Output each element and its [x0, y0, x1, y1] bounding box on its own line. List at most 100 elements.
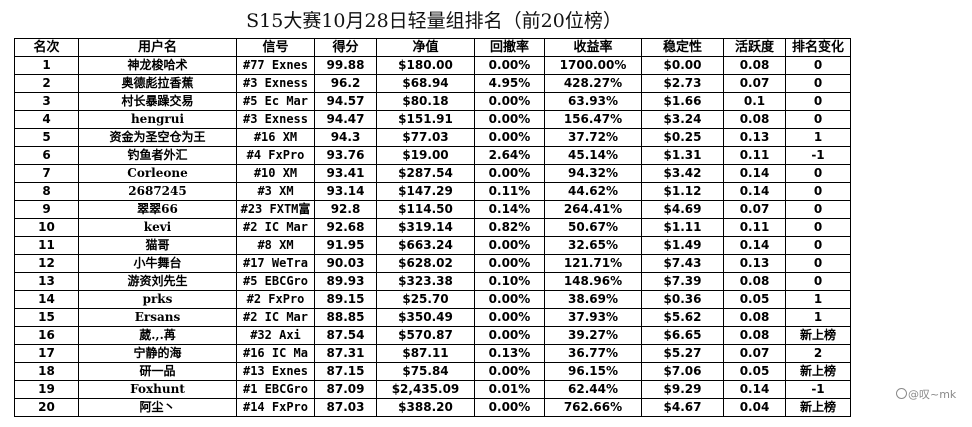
stability-cell: $1.49 [641, 236, 724, 255]
drawdown-cell: 0.00% [474, 56, 545, 75]
header-username: 用户名 [78, 38, 237, 57]
rank-change-cell: 0 [785, 218, 851, 237]
return-cell: 1700.00% [544, 56, 642, 75]
return-cell: 38.69% [544, 290, 642, 309]
table-row: 6 钓鱼者外汇 #4 FxPro 93.76 $19.00 2.64% 45.14% $1.3… [14, 146, 851, 165]
drawdown-cell: 0.10% [474, 272, 545, 291]
score-cell: 87.09 [314, 380, 377, 399]
rank-change-cell: 2 [785, 344, 851, 363]
net-value-cell: $628.02 [376, 254, 475, 273]
activity-cell: 0.04 [723, 398, 786, 417]
activity-cell: 0.08 [723, 56, 786, 75]
username-cell: 资金为圣空仓为王 [78, 128, 237, 147]
activity-cell: 0.14 [723, 164, 786, 183]
signal-cell: #13 Exnes [236, 362, 315, 381]
rank-cell: 11 [14, 236, 79, 255]
stability-cell: $4.69 [641, 200, 724, 219]
score-cell: 87.15 [314, 362, 377, 381]
rank-change-cell: 1 [785, 308, 851, 327]
table-row: 12 小牛舞台 #17 WeTra 90.03 $628.02 0.00% 121.71% $… [14, 254, 851, 273]
net-value-cell: $147.29 [376, 182, 475, 201]
signal-cell: #2 IC Mar [236, 308, 315, 327]
rank-change-cell: 1 [785, 128, 851, 147]
net-value-cell: $25.70 [376, 290, 475, 309]
activity-cell: 0.14 [723, 182, 786, 201]
return-cell: 62.44% [544, 380, 642, 399]
score-cell: 93.41 [314, 164, 377, 183]
drawdown-cell: 0.00% [474, 326, 545, 345]
stability-cell: $7.39 [641, 272, 724, 291]
score-cell: 87.31 [314, 344, 377, 363]
watermark-text: @叹~mk [908, 388, 957, 401]
signal-cell: #3 XM [236, 182, 315, 201]
stability-cell: $1.12 [641, 182, 724, 201]
activity-cell: 0.13 [723, 254, 786, 273]
username-cell: 研一品 [78, 362, 237, 381]
signal-cell: #4 FxPro [236, 146, 315, 165]
rank-change-cell: 0 [785, 200, 851, 219]
table-row: 11 猫哥 #8 XM 91.95 $663.24 0.00% 32.65% $1.49 0.1… [14, 236, 851, 255]
net-value-cell: $388.20 [376, 398, 475, 417]
score-cell: 87.03 [314, 398, 377, 417]
score-cell: 91.95 [314, 236, 377, 255]
weibo-logo-icon [896, 388, 907, 399]
score-cell: 96.2 [314, 74, 377, 93]
rank-cell: 19 [14, 380, 79, 399]
rank-cell: 10 [14, 218, 79, 237]
rank-change-cell: 0 [785, 110, 851, 129]
return-cell: 36.77% [544, 344, 642, 363]
header-drawdown: 回撤率 [474, 38, 545, 57]
score-cell: 89.93 [314, 272, 377, 291]
username-cell: Corleone [78, 164, 237, 183]
table-row: 2 奥德彪拉香蕉 #3 Exness 96.2 $68.94 4.95% 428.27% $2… [14, 74, 851, 93]
return-cell: 94.32% [544, 164, 642, 183]
drawdown-cell: 0.00% [474, 236, 545, 255]
table-row: 10 kevi #2 IC Mar 92.68 $319.14 0.82% 50.67% $1… [14, 218, 851, 237]
activity-cell: 0.07 [723, 200, 786, 219]
table-row: 13 游资刘先生 #5 EBCGro 89.93 $323.38 0.10% 148.96%… [14, 272, 851, 291]
rank-cell: 20 [14, 398, 79, 417]
table-row: 5 资金为圣空仓为王 #16 XM 94.3 $77.03 0.00% 37.72% $0.2… [14, 128, 851, 147]
score-cell: 87.54 [314, 326, 377, 345]
stability-cell: $7.06 [641, 362, 724, 381]
activity-cell: 0.14 [723, 236, 786, 255]
activity-cell: 0.08 [723, 308, 786, 327]
stability-cell: $1.66 [641, 92, 724, 111]
table-row: 3 村长暴躁交易 #5 Ec Mar 94.57 $80.18 0.00% 63.93% $1… [14, 92, 851, 111]
rank-cell: 16 [14, 326, 79, 345]
activity-cell: 0.14 [723, 380, 786, 399]
header-return: 收益率 [544, 38, 642, 57]
table-row: 16 葳.,.苒 #32 Axi 87.54 $570.87 0.00% 39.27% $6.… [14, 326, 851, 345]
rank-change-cell: 0 [785, 92, 851, 111]
table-row: 7 Corleone #10 XM 93.41 $287.54 0.00% 94.32% $3… [14, 164, 851, 183]
activity-cell: 0.13 [723, 128, 786, 147]
net-value-cell: $350.49 [376, 308, 475, 327]
signal-cell: #16 XM [236, 128, 315, 147]
net-value-cell: $77.03 [376, 128, 475, 147]
username-cell: hengrui [78, 110, 237, 129]
username-cell: 神龙梭哈术 [78, 56, 237, 75]
rank-cell: 6 [14, 146, 79, 165]
rank-cell: 9 [14, 200, 79, 219]
drawdown-cell: 0.00% [474, 308, 545, 327]
table-row: 14 prks #2 FxPro 89.15 $25.70 0.00% 38.69% $0.3… [14, 290, 851, 309]
drawdown-cell: 0.14% [474, 200, 545, 219]
return-cell: 39.27% [544, 326, 642, 345]
username-cell: 2687245 [78, 182, 237, 201]
activity-cell: 0.08 [723, 326, 786, 345]
rank-change-cell: 0 [785, 272, 851, 291]
score-cell: 92.68 [314, 218, 377, 237]
score-cell: 90.03 [314, 254, 377, 273]
rank-cell: 13 [14, 272, 79, 291]
score-cell: 94.47 [314, 110, 377, 129]
signal-cell: #1 EBCGro [236, 380, 315, 399]
stability-cell: $1.11 [641, 218, 724, 237]
rank-cell: 1 [14, 56, 79, 75]
rank-change-cell: 0 [785, 74, 851, 93]
table-row: 9 翠翠66 #23 FXTM富 92.8 $114.50 0.14% 264.41% $4.… [14, 200, 851, 219]
drawdown-cell: 0.00% [474, 92, 545, 111]
net-value-cell: $151.91 [376, 110, 475, 129]
rank-change-cell: -1 [785, 146, 851, 165]
ranking-table: 名次 用户名 信号 得分 净值 回撤率 收益率 稳定性 活跃度 排名变化 1 神龙… [14, 38, 851, 417]
net-value-cell: $570.87 [376, 326, 475, 345]
